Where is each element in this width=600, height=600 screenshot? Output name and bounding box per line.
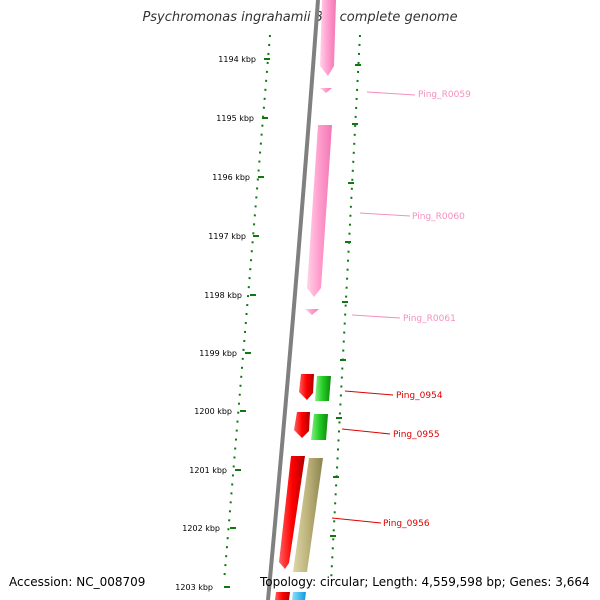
leader-Ping_R0059	[366, 91, 416, 96]
gene-arrow-Ping_0955[interactable]	[294, 412, 310, 438]
leader-Ping_R0061	[351, 314, 401, 319]
gene-arrow-cyan-bottom[interactable]	[292, 592, 306, 600]
genome-backbone	[266, 0, 320, 600]
leader-Ping_0955	[341, 428, 391, 435]
gene-labels: Ping_R0059 Ping_R0060 Ping_R0061 Ping_09…	[383, 90, 471, 529]
ruler-tick-label: 1199 kbp	[199, 349, 237, 358]
ruler-tick-label: 1198 kbp	[204, 291, 242, 300]
ruler-labels: 1194 kbp 1195 kbp 1196 kbp 1197 kbp 1198…	[175, 55, 256, 592]
leader-Ping_R0060	[359, 212, 411, 217]
gene-arrow-Ping_R0061[interactable]	[305, 309, 319, 315]
gene-label-Ping_R0060[interactable]: Ping_R0060	[412, 212, 465, 222]
ruler-tick-label: 1203 kbp	[175, 583, 213, 592]
gene-arrow-red-bottom[interactable]	[275, 592, 290, 600]
ruler-tick-label: 1197 kbp	[208, 232, 246, 241]
gene-arrow-Ping_R0060[interactable]	[307, 125, 332, 297]
ruler-tick-label: 1196 kbp	[212, 173, 250, 182]
ruler-tick-label: 1202 kbp	[182, 524, 220, 533]
cds-features	[275, 374, 331, 600]
label-leaders	[331, 91, 416, 524]
gene-arrow-Ping_R0059[interactable]	[320, 88, 332, 93]
outer-right-dotted-track	[330, 34, 361, 583]
ruler-tick-label: 1201 kbp	[189, 466, 227, 475]
gene-label-Ping_0956[interactable]: Ping_0956	[383, 519, 430, 529]
leader-Ping_0956	[331, 517, 382, 524]
gene-arrow-green-0954[interactable]	[315, 376, 331, 401]
gene-arrow-Ping_0956[interactable]	[279, 456, 305, 569]
genome-title: Psychromonas ingrahamii 37, complete gen…	[142, 10, 458, 25]
leader-Ping_0954	[344, 390, 394, 396]
ruler-tick-label: 1195 kbp	[216, 114, 254, 123]
topology-summary: Topology: circular; Length: 4,559,598 bp…	[260, 575, 590, 589]
gene-label-Ping_R0061[interactable]: Ping_R0061	[403, 314, 456, 324]
right-track-ticks	[330, 64, 361, 537]
ruler-ticks	[224, 58, 270, 588]
gene-label-Ping_0955[interactable]: Ping_0955	[393, 430, 440, 440]
ruler-tick-label: 1200 kbp	[194, 407, 232, 416]
accession-label: Accession: NC_008709	[9, 575, 146, 589]
rrna-features	[305, 0, 336, 315]
gene-arrow-Ping_0954[interactable]	[299, 374, 314, 400]
ruler-tick-label: 1194 kbp	[218, 55, 256, 64]
gene-arrow-green-0955[interactable]	[311, 414, 328, 440]
gene-arrow-khaki-0956[interactable]	[293, 458, 323, 572]
gene-label-Ping_0954[interactable]: Ping_0954	[396, 391, 443, 401]
gene-arrow-top-partial[interactable]	[320, 0, 336, 76]
outer-left-dotted-track	[223, 34, 271, 583]
gene-label-Ping_R0059[interactable]: Ping_R0059	[418, 90, 471, 100]
